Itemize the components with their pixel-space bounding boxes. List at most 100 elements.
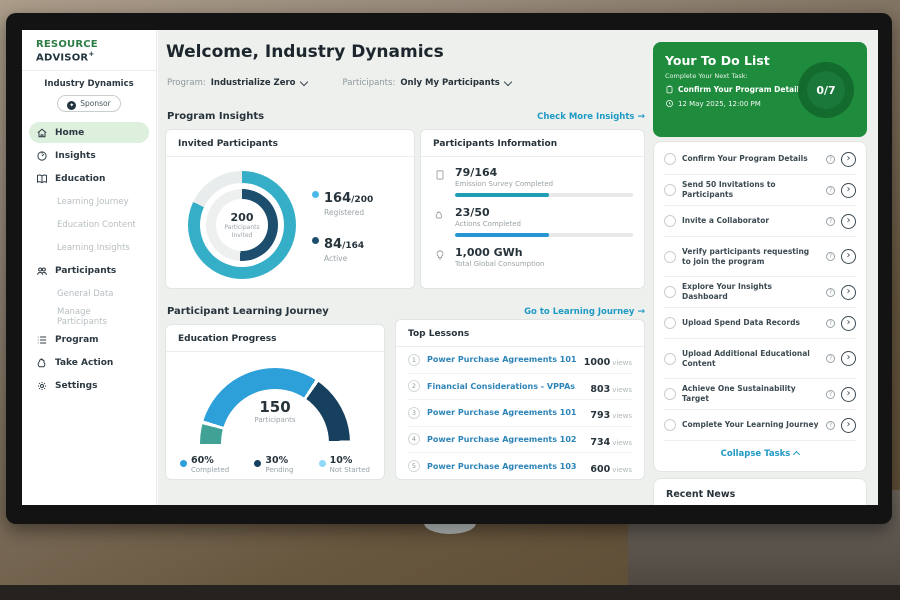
lesson-link[interactable]: Power Purchase Agreements 103 [427,461,577,471]
task-go-button[interactable]: › [841,249,856,264]
sidebar-item-learning-insights[interactable]: Learning Insights [29,237,149,258]
legend-item-active: 84/164 Active [312,233,373,263]
legend-item-completed: 60% Completed [180,455,229,474]
sidebar-item-settings[interactable]: Settings [29,375,149,396]
task-go-button[interactable]: › [841,213,856,229]
todo-progress-count: 0/7 [816,83,836,97]
lesson-link[interactable]: Power Purchase Agreements 102 [427,434,577,444]
section-title: Program Insights [167,111,265,122]
program-dropdown[interactable]: Program: Industrialize Zero [167,77,308,88]
info-icon[interactable]: ? [826,354,835,363]
task-row[interactable]: Invite a Collaborator ? › [664,206,856,237]
sidebar-item-education-content[interactable]: Education Content [29,214,149,235]
sidebar-item-manage-participants[interactable]: Manage Participants [29,306,149,327]
lesson-link[interactable]: Power Purchase Agreements 101 [427,408,577,418]
donut-center-label: Invited [231,231,253,239]
task-row[interactable]: Confirm Your Program Details ? › [664,144,856,175]
todo-tasks-card: Confirm Your Program Details ? › Send 50… [653,141,867,472]
sponsor-icon: ✦ [67,101,77,111]
check-more-insights-link[interactable]: Check More Insights → [537,111,645,122]
filters-row: Program: Industrialize Zero Participants… [167,77,513,88]
sidebar-item-home[interactable]: Home [29,122,149,144]
info-icon[interactable]: ? [826,252,835,261]
task-checkbox[interactable] [664,184,676,196]
go-to-learning-journey-link[interactable]: Go to Learning Journey → [524,306,645,317]
sidebar-item-take-action[interactable]: Take Action [29,352,149,373]
card-title: Education Progress [166,325,384,352]
education-progress-gauge: 150 Participants [200,368,350,444]
task-checkbox[interactable] [664,250,676,263]
task-go-button[interactable]: › [841,351,856,366]
sidebar-item-label: Learning Journey [57,196,129,207]
task-checkbox[interactable] [664,153,676,165]
sidebar-item-label: Education Content [57,219,136,230]
task-checkbox[interactable] [664,215,676,227]
monitor-bezel: RESOURCE ADVISOR+ Industry Dynamics ✦ Sp… [6,13,892,524]
task-checkbox[interactable] [664,388,676,400]
sponsor-badge[interactable]: ✦ Sponsor [57,95,121,113]
arrow-right-icon: → [637,306,645,317]
task-row[interactable]: Achieve One Sustainability Target ? › [664,379,856,410]
actions-icon [435,211,443,219]
info-icon[interactable]: ? [826,287,835,297]
sidebar-item-learning-journey[interactable]: Learning Journey [29,191,149,212]
sidebar-item-label: General Data [57,288,114,299]
task-row[interactable]: Complete Your Learning Journey ? › [664,410,856,441]
lesson-link[interactable]: Power Purchase Agreements 101 [427,355,577,365]
task-go-button[interactable]: › [841,151,856,167]
task-go-button[interactable]: › [841,417,856,433]
donut-center-value: 200 [230,210,254,224]
donut-center-label: Participants [224,223,260,231]
task-go-button[interactable]: › [841,182,856,198]
task-go-button[interactable]: › [841,315,856,331]
book-icon [37,174,47,184]
collapse-tasks-link[interactable]: Collapse Tasks [654,441,866,463]
learning-journey-header: Participant Learning Journey Go to Learn… [167,306,645,317]
task-checkbox[interactable] [664,317,676,329]
stat-emission-survey: 79/164 Emission Survey Completed [421,157,644,198]
task-row[interactable]: Verify participants requesting to join t… [664,237,856,277]
task-go-button[interactable]: › [841,284,856,300]
lesson-row: 5 Power Purchase Agreements 103 600 views [408,453,632,480]
task-checkbox[interactable] [664,352,676,365]
education-progress-card: Education Progress 150 Participants 60% C… [165,324,385,480]
sidebar-item-insights[interactable]: Insights [29,145,149,166]
todo-summary-card: Your To Do List Complete Your Next Task:… [653,42,867,137]
info-icon[interactable]: ? [826,318,835,328]
info-icon[interactable]: ? [826,154,835,164]
task-row[interactable]: Upload Spend Data Records ? › [664,308,856,339]
lesson-link[interactable]: Financial Considerations - VPPAs [427,381,576,391]
participants-dropdown[interactable]: Participants: Only My Participants [343,77,513,88]
stat-global-consumption: 1,000 GWh Total Global Consumption [421,237,644,268]
survey-icon [436,170,444,180]
emission-survey-progressbar [455,193,633,198]
logo-advisor: ADVISOR [36,52,89,64]
task-go-button[interactable]: › [841,386,856,402]
lesson-row: 3 Power Purchase Agreements 101 793 views [408,400,632,427]
info-icon[interactable]: ? [826,216,835,226]
chevron-down-icon [503,77,513,86]
info-icon[interactable]: ? [826,420,835,430]
task-checkbox[interactable] [664,286,676,298]
info-icon[interactable]: ? [826,389,835,399]
sidebar-item-program[interactable]: Program [29,329,149,350]
task-checkbox[interactable] [664,419,676,431]
background-desk-edge [0,585,900,600]
todo-progress-ring: 0/7 [798,62,854,118]
insights-icon [37,151,47,161]
gauge-center-value: 150 [259,398,291,416]
sponsor-label: Sponsor [80,99,111,109]
task-row[interactable]: Explore Your Insights Dashboard ? › [664,277,856,308]
lesson-row: 2 Financial Considerations - VPPAs 803 vi… [408,374,632,400]
info-icon[interactable]: ? [826,185,835,195]
task-row[interactable]: Send 50 Invitations to Participants ? › [664,175,856,206]
sidebar-item-education[interactable]: Education [29,168,149,189]
recent-news-title: Recent News [666,489,736,500]
sidebar-item-label: Education [55,173,106,184]
sidebar-item-participants[interactable]: Participants [29,260,149,281]
sidebar-item-general-data[interactable]: General Data [29,283,149,304]
program-label: Program: [167,78,206,88]
top-lessons-card: Top Lessons 1 Power Purchase Agreements … [395,319,645,480]
task-row[interactable]: Upload Additional Educational Content ? … [664,339,856,379]
sidebar-item-label: Insights [55,150,96,161]
